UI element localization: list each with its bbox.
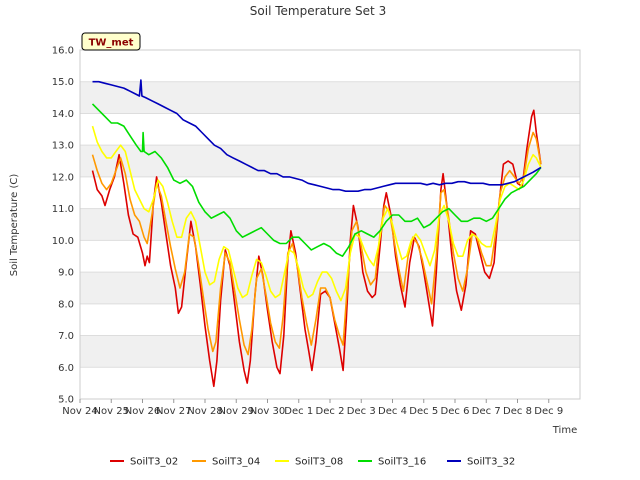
y-tick-label: 9.0 [58, 268, 74, 279]
x-tick-label: Nov 28 [187, 406, 222, 417]
y-tick-label: 11.0 [52, 204, 74, 215]
station-badge: TW_met [81, 32, 141, 51]
series-line-soilt3_04 [91, 131, 542, 356]
x-axis-label: Time [552, 425, 577, 436]
x-tick-label: Dec 8 [503, 406, 532, 417]
legend-label-soilt3_16: SoilT3_16 [378, 457, 426, 468]
legend: SoilT3_02 SoilT3_04 SoilT3_08 SoilT3_16 Soil… [110, 457, 515, 468]
band-6 [80, 335, 580, 368]
series-line-soilt3_16 [91, 103, 542, 257]
band-10 [80, 208, 580, 241]
x-tick-label: Nov 26 [125, 406, 160, 417]
x-tick-label: Dec 6 [441, 406, 470, 417]
legend-label-soilt3_04: SoilT3_04 [212, 457, 260, 468]
band-5 [80, 367, 580, 399]
x-tick-label: Nov 30 [250, 406, 285, 417]
x-tick-label: Dec 4 [378, 406, 407, 417]
x-tick-label: Dec 1 [284, 406, 313, 417]
y-tick-label: 16.0 [52, 46, 74, 57]
series-line-soilt3_08 [91, 125, 542, 302]
y-axis-label: Soil Temperature (C) [9, 174, 20, 277]
legend-label-soilt3_02: SoilT3_02 [130, 457, 178, 468]
y-tick-label: 5.0 [58, 395, 74, 406]
y-tick-label: 14.0 [52, 109, 74, 120]
band-15 [80, 50, 580, 82]
x-tick-label: Dec 5 [409, 406, 438, 417]
x-tick-label: Dec 3 [347, 406, 376, 417]
chart-title: Soil Temperature Set 3 [250, 4, 386, 18]
station-badge-box [81, 32, 141, 51]
y-tick-label: 13.0 [52, 141, 74, 152]
series-line-soilt3_32 [92, 79, 542, 192]
x-tick-label: Nov 24 [62, 406, 97, 417]
y-axis-ticks: 5.0 6.0 7.0 8.0 9.0 10.0 11.0 12.0 13.0 14.0 15.0 1… [52, 46, 74, 406]
series-lines [91, 79, 542, 388]
series-line-soilt3_02 [91, 109, 542, 388]
x-tick-label: Nov 29 [219, 406, 254, 417]
legend-label-soilt3_32: SoilT3_32 [467, 457, 515, 468]
band-12 [80, 145, 580, 177]
x-tick-label: Dec 7 [472, 406, 501, 417]
legend-label-soilt3_08: SoilT3_08 [295, 457, 343, 468]
y-tick-label: 15.0 [52, 77, 74, 88]
y-tick-label: 8.0 [58, 299, 74, 310]
y-tick-label: 7.0 [58, 331, 74, 342]
x-tick-label: Dec 2 [316, 406, 345, 417]
band-13 [80, 113, 580, 146]
y-tick-label: 10.0 [52, 236, 74, 247]
band-9 [80, 240, 580, 273]
station-badge-label: TW_met [89, 38, 134, 49]
x-tick-label: Dec 9 [534, 406, 563, 417]
band-14 [80, 81, 580, 114]
x-tick-label: Nov 25 [94, 406, 129, 417]
y-tick-label: 12.0 [52, 172, 74, 183]
band-7 [80, 303, 580, 336]
y-tick-label: 6.0 [58, 363, 74, 374]
x-tick-label: Nov 27 [156, 406, 191, 417]
